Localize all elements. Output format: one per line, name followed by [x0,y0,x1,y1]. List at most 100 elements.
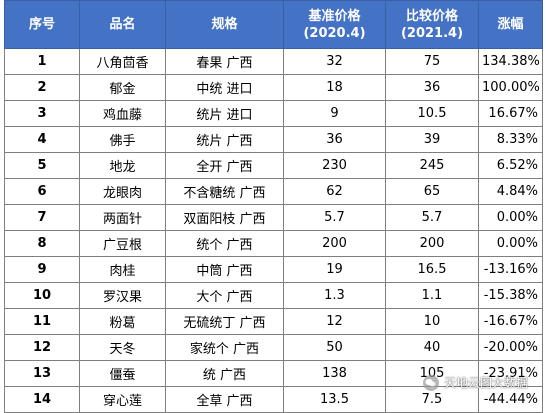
cell-base: 9 [283,100,386,127]
cell-change: 100.00% [478,74,543,101]
cell-name: 鸡血藤 [79,100,166,127]
table-row: 6 龙眼肉 不含糖统 广西 62 65 4.84% [4,178,543,205]
cell-change: 16.67% [478,100,543,127]
cell-name: 两面针 [79,204,166,231]
cell-change: -15.38% [478,282,543,309]
watermark: 天地云图大数据 [422,374,528,391]
cell-spec: 统片 进口 [165,100,284,127]
table-row: 9 肉桂 中筒 广西 19 16.5 -13.16% [4,256,543,283]
cell-no: 5 [4,152,80,179]
table-row: 7 两面针 双面阳枝 广西 5.7 5.7 0.00% [4,204,543,231]
cell-spec: 春果 广西 [165,48,284,75]
cell-compare: 36 [385,74,479,101]
price-table: 序号 品名 规格 基准价格 (2020.4) 比较价格 (2021.4) 涨幅 … [4,0,543,413]
cell-base: 62 [283,178,386,205]
cell-compare: 16.5 [385,256,479,283]
cell-name: 龙眼肉 [79,178,166,205]
cell-change: -13.16% [478,256,543,283]
cell-no: 14 [4,386,80,413]
cell-name: 广豆根 [79,230,166,257]
cell-no: 2 [4,74,80,101]
cell-change: -23.91% [478,360,543,387]
cell-no: 1 [4,48,80,75]
cell-name: 粉葛 [79,308,166,335]
table-row: 10 罗汉果 大个 广西 1.3 1.1 -15.38% [4,282,543,309]
cell-base: 19 [283,256,386,283]
cell-change: 0.00% [478,204,543,231]
cell-no: 11 [4,308,80,335]
cell-no: 12 [4,334,80,361]
cell-spec: 中统 进口 [165,74,284,101]
cell-name: 穿心莲 [79,386,166,413]
cell-spec: 家统个 广西 [165,334,284,361]
cell-change: -16.67% [478,308,543,335]
cell-base: 1.3 [283,282,386,309]
cell-compare: 65 [385,178,479,205]
cell-name: 罗汉果 [79,282,166,309]
table-row: 2 郁金 中统 进口 18 36 100.00% [4,74,543,101]
cell-change: 0.00% [478,230,543,257]
cell-spec: 大个 广西 [165,282,284,309]
cell-name: 郁金 [79,74,166,101]
cell-base: 138 [283,360,386,387]
cell-no: 3 [4,100,80,127]
table-body: 1 八角茴香 春果 广西 32 75 134.38% 2 郁金 中统 进口 18… [4,48,543,413]
table-row: 4 佛手 统片 广西 36 39 8.33% [4,126,543,153]
header-change: 涨幅 [478,0,543,49]
cell-base: 13.5 [283,386,386,413]
header-name: 品名 [79,0,166,49]
cell-compare: 39 [385,126,479,153]
table-row: 5 地龙 全开 广西 230 245 6.52% [4,152,543,179]
cell-name: 地龙 [79,152,166,179]
cell-spec: 双面阳枝 广西 [165,204,284,231]
cell-base: 5.7 [283,204,386,231]
header-row: 序号 品名 规格 基准价格 (2020.4) 比较价格 (2021.4) 涨幅 [4,0,543,49]
header-spec: 规格 [165,0,284,49]
cell-base: 230 [283,152,386,179]
cell-compare: 10.5 [385,100,479,127]
watermark-text: 天地云图大数据 [443,376,528,390]
cell-spec: 不含糖统 广西 [165,178,284,205]
header-cmp-line2: (2021.4) [400,25,464,41]
cell-compare: 1.1 [385,282,479,309]
cell-base: 18 [283,74,386,101]
header-base-price: 基准价格 (2020.4) [283,0,386,49]
cell-name: 僵蚕 [79,360,166,387]
cell-no: 8 [4,230,80,257]
cell-change: 4.84% [478,178,543,205]
cell-spec: 统个 广西 [165,230,284,257]
cell-name: 天冬 [79,334,166,361]
table-row: 11 粉葛 无硫统丁 广西 12 10 -16.67% [4,308,543,335]
cell-name: 八角茴香 [79,48,166,75]
cell-compare: 75 [385,48,479,75]
cell-compare: 5.7 [385,204,479,231]
cell-spec: 全草 广西 [165,386,284,413]
cell-compare: 200 [385,230,479,257]
chat-bubble-icon [422,374,439,391]
cell-change: 6.52% [478,152,543,179]
cell-name: 肉桂 [79,256,166,283]
header-base-line2: (2020.4) [303,25,366,41]
cell-compare: 10 [385,308,479,335]
cell-no: 13 [4,360,80,387]
table-row: 1 八角茴香 春果 广西 32 75 134.38% [4,48,543,75]
cell-no: 9 [4,256,80,283]
cell-name: 佛手 [79,126,166,153]
cell-change: -20.00% [478,334,543,361]
cell-no: 7 [4,204,80,231]
header-cmp-line1: 比较价格 [405,8,458,24]
cell-spec: 全开 广西 [165,152,284,179]
cell-spec: 统片 广西 [165,126,284,153]
cell-no: 6 [4,178,80,205]
header-base-line1: 基准价格 [308,8,361,24]
cell-change: 8.33% [478,126,543,153]
table-row: 8 广豆根 统个 广西 200 200 0.00% [4,230,543,257]
cell-base: 50 [283,334,386,361]
cell-change: 134.38% [478,48,543,75]
table-row: 3 鸡血藤 统片 进口 9 10.5 16.67% [4,100,543,127]
cell-compare: 245 [385,152,479,179]
header-no: 序号 [4,0,80,49]
cell-spec: 中筒 广西 [165,256,284,283]
cell-change: -44.44% [478,386,543,413]
cell-base: 12 [283,308,386,335]
